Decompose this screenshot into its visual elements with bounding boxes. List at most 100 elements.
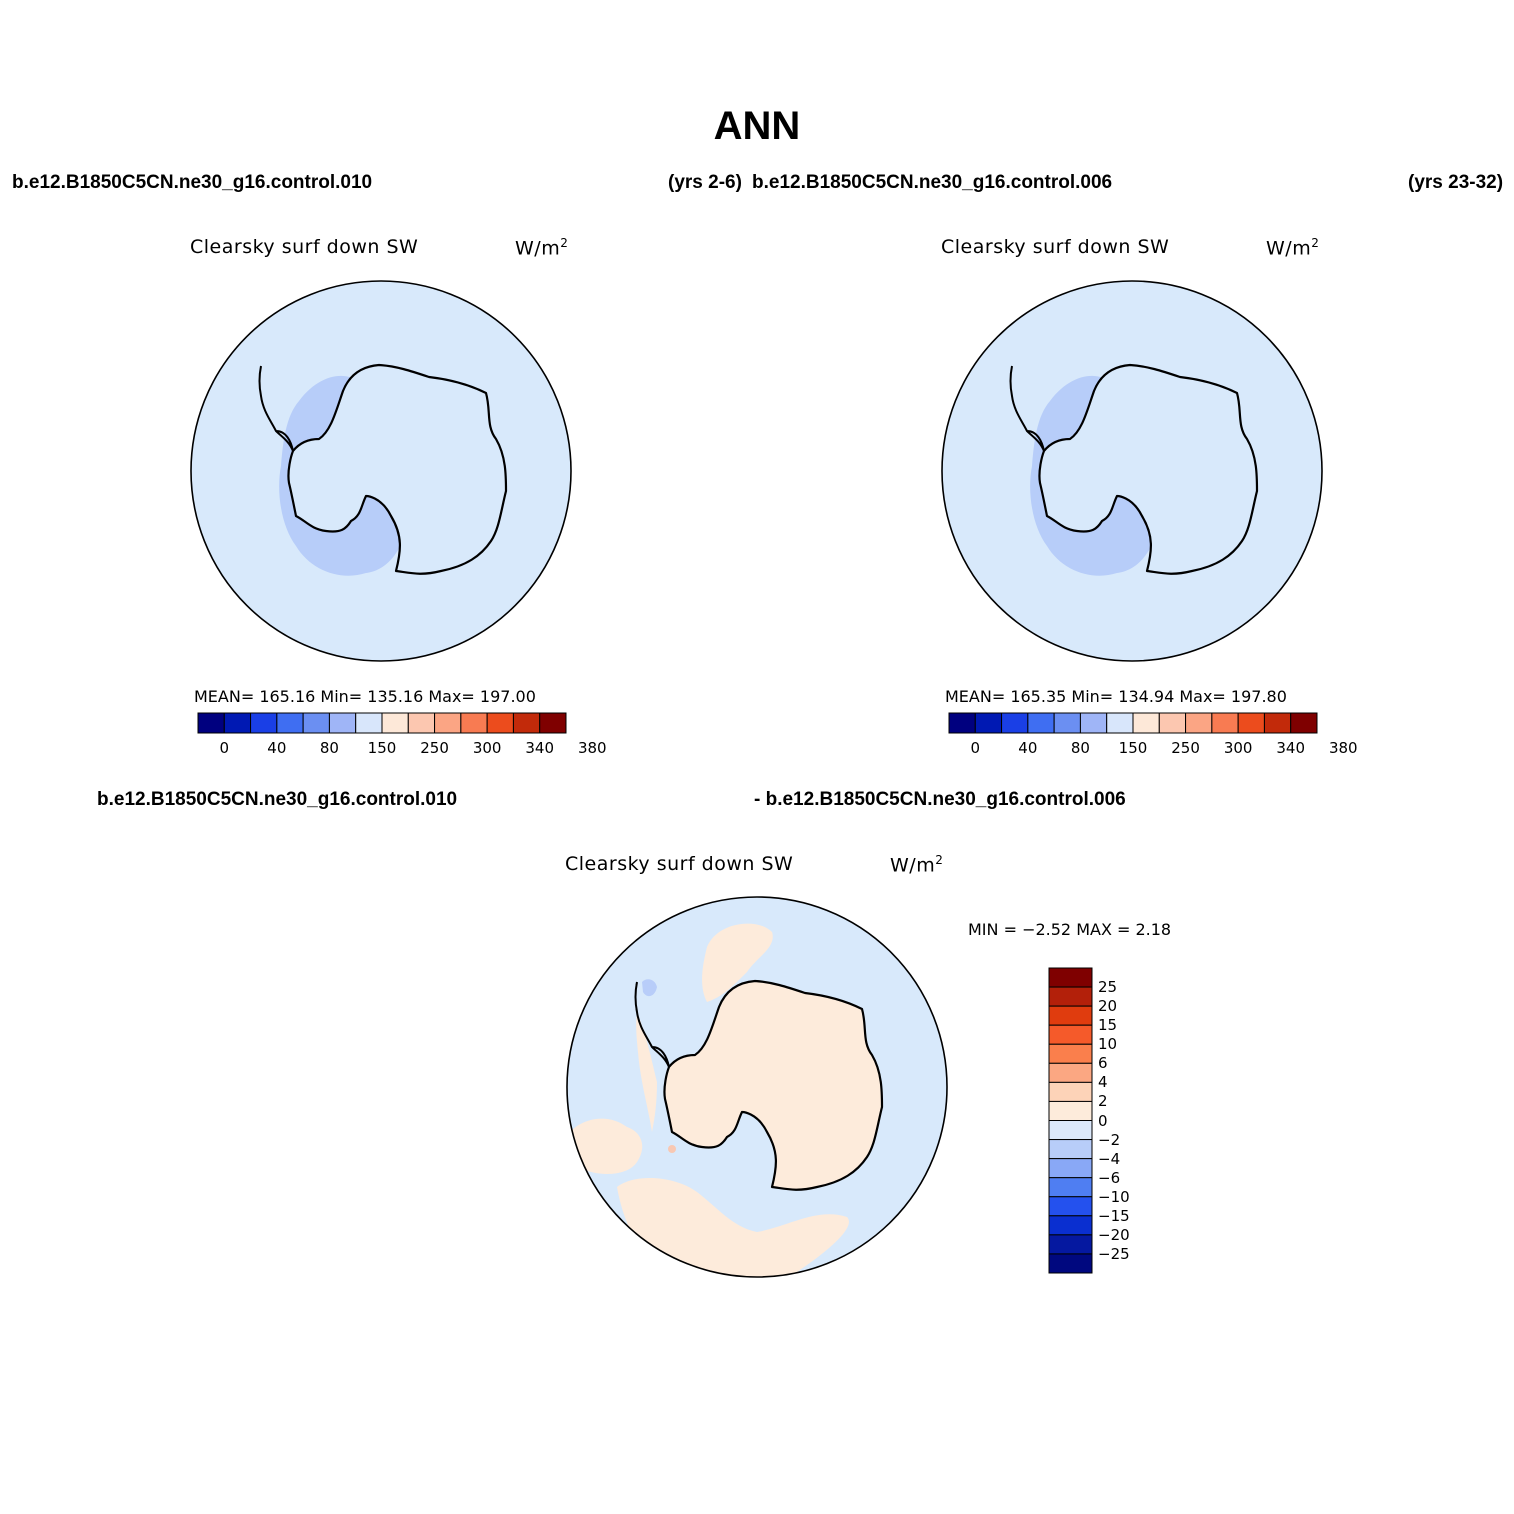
colorbar-tick-label: 340 — [1276, 739, 1306, 757]
colorbar-swatch — [1048, 1158, 1093, 1179]
colorbar-tick-label: −20 — [1098, 1225, 1130, 1244]
colorbar-swatch — [1053, 712, 1081, 734]
colorbar-swatch — [1001, 712, 1029, 734]
colorbar-swatch — [1106, 712, 1134, 734]
colorbar-swatch — [1048, 1177, 1093, 1198]
panel1-peninsula — [258, 365, 294, 452]
colorbar-swatch — [512, 712, 541, 734]
colorbar-swatch — [1048, 1196, 1093, 1217]
case2-name: b.e12.B1850C5CN.ne30_g16.control.006 — [752, 172, 1113, 193]
colorbar-swatch — [1048, 1139, 1093, 1160]
colorbar-tick-label: −4 — [1098, 1149, 1121, 1168]
colorbar-tick-label: 15 — [1098, 1016, 1118, 1035]
colorbar-tick-label: 20 — [1098, 997, 1118, 1016]
panel1-boundary — [190, 280, 572, 662]
colorbar-tick-label: 0 — [219, 739, 230, 757]
colorbar-swatch — [974, 712, 1003, 734]
colorbar-tick-label: 150 — [1118, 739, 1148, 757]
panel3-boundary — [566, 896, 948, 1278]
colorbar-tick-label: 40 — [1018, 739, 1038, 757]
colorbar-swatch — [407, 712, 436, 734]
main-title: ANN — [713, 104, 801, 148]
colorbar-swatch — [1048, 1024, 1093, 1045]
colorbar-tick-label: 250 — [420, 739, 449, 757]
colorbar-tick-label: 80 — [1070, 739, 1090, 757]
colorbar-swatch — [434, 712, 462, 734]
panel3-map — [566, 896, 948, 1278]
colorbar-tick-label: 380 — [1328, 739, 1358, 757]
colorbar-swatch — [1027, 712, 1055, 734]
colorbar-swatch — [1048, 1234, 1093, 1255]
colorbar-tick-label: 380 — [577, 739, 607, 757]
colorbar-swatch — [276, 712, 304, 734]
panel3-negative-spot — [642, 979, 657, 997]
colorbar-tick-label: 300 — [1223, 739, 1253, 757]
panel1-stats: MEAN= 165.16 Min= 135.16 Max= 197.00 — [194, 687, 536, 706]
colorbar-tick-label: 0 — [970, 739, 981, 757]
colorbar-swatch — [1048, 1081, 1093, 1102]
panel3-colorbar — [1048, 967, 1093, 1274]
colorbar-swatch — [1048, 1215, 1093, 1236]
panel2-variable: Clearsky surf down SW — [941, 236, 1170, 258]
colorbar-swatch — [1185, 712, 1213, 734]
colorbar-tick-label: 80 — [319, 739, 339, 757]
panel1-colorbar — [197, 712, 567, 734]
colorbar-tick-label: 40 — [267, 739, 287, 757]
case1-name: b.e12.B1850C5CN.ne30_g16.control.010 — [12, 172, 373, 193]
panel1-map — [190, 280, 572, 662]
case1-years: (yrs 2-6) — [668, 172, 742, 193]
colorbar-tick-label: 25 — [1098, 978, 1118, 997]
panel1-variable: Clearsky surf down SW — [190, 236, 419, 258]
colorbar-tick-label: −15 — [1098, 1206, 1130, 1225]
panel3-positive-region-south — [617, 1177, 849, 1277]
panel3-antarctica — [663, 979, 884, 1191]
panel2-units: W/m2 — [1266, 236, 1320, 260]
panel2-stats: MEAN= 165.35 Min= 134.94 Max= 197.80 — [945, 687, 1287, 706]
diff-case-a: b.e12.B1850C5CN.ne30_g16.control.010 — [97, 789, 458, 810]
colorbar-swatch — [1290, 712, 1318, 734]
panel3-strong-positive-spot — [668, 1145, 676, 1153]
panel3-units: W/m2 — [890, 853, 944, 877]
colorbar-swatch — [1048, 1100, 1093, 1121]
colorbar-swatch — [381, 712, 409, 734]
panel3-variable: Clearsky surf down SW — [565, 853, 794, 875]
panel2-colorbar — [948, 712, 1318, 734]
colorbar-swatch — [1263, 712, 1292, 734]
colorbar-swatch — [948, 712, 976, 734]
colorbar-swatch — [1048, 967, 1093, 988]
panel3-stats: MIN = −2.52 MAX = 2.18 — [968, 920, 1172, 939]
colorbar-tick-label: 4 — [1098, 1073, 1108, 1092]
colorbar-swatch — [1048, 986, 1093, 1007]
colorbar-tick-label: 2 — [1098, 1092, 1108, 1111]
colorbar-swatch — [539, 712, 567, 734]
panel3-positive-region-north — [702, 923, 773, 1002]
colorbar-swatch — [1048, 1253, 1093, 1274]
colorbar-swatch — [302, 712, 330, 734]
diff-case-b: - b.e12.B1850C5CN.ne30_g16.control.006 — [754, 789, 1126, 810]
colorbar-swatch — [355, 712, 383, 734]
colorbar-tick-label: 150 — [367, 739, 397, 757]
colorbar-swatch — [1048, 1043, 1093, 1064]
colorbar-swatch — [1079, 712, 1108, 734]
panel2-boundary — [941, 280, 1323, 662]
panel3-peninsula — [634, 981, 670, 1068]
colorbar-tick-label: 340 — [525, 739, 555, 757]
panel1-units: W/m2 — [515, 236, 569, 260]
colorbar-swatch — [1048, 1062, 1093, 1083]
case2-years: (yrs 23-32) — [1408, 172, 1504, 193]
colorbar-tick-label: 6 — [1098, 1054, 1108, 1073]
colorbar-tick-label: 250 — [1171, 739, 1200, 757]
panel2-map — [941, 280, 1323, 662]
colorbar-tick-label: 300 — [472, 739, 502, 757]
colorbar-tick-label: −25 — [1098, 1244, 1130, 1263]
colorbar-swatch — [1211, 712, 1239, 734]
colorbar-tick-label: −2 — [1098, 1130, 1121, 1149]
panel1-antarctica — [287, 363, 508, 575]
panel2-peninsula — [1009, 365, 1045, 452]
colorbar-swatch — [1132, 712, 1160, 734]
colorbar-swatch — [1158, 712, 1187, 734]
colorbar-tick-label: −10 — [1098, 1187, 1130, 1206]
colorbar-swatch — [1048, 1005, 1093, 1026]
colorbar-swatch — [197, 712, 225, 734]
colorbar-swatch — [223, 712, 252, 734]
